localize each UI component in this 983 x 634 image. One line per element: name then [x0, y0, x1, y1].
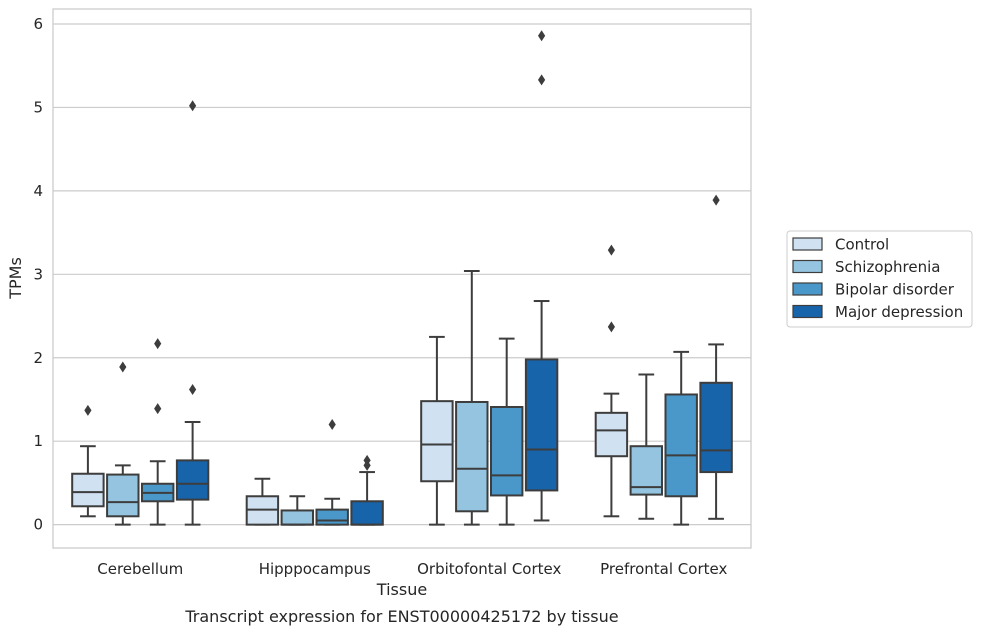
box-1-0	[245, 477, 280, 526]
box-2-0	[420, 335, 454, 526]
box-1-3	[350, 454, 384, 526]
y-tick-label: 5	[33, 98, 43, 116]
box-iqr	[106, 473, 140, 518]
outlier-point	[189, 100, 197, 112]
box-0-0	[71, 404, 105, 518]
box-iqr	[524, 358, 559, 492]
y-tick-label: 0	[33, 516, 43, 534]
outlier-point	[363, 454, 371, 466]
legend-label: Schizophrenia	[835, 258, 940, 276]
box-iqr	[71, 472, 105, 508]
legend-frame	[786, 230, 973, 328]
y-tick-labels: 0 1 2 3 4 5 6	[33, 15, 43, 534]
box-iqr	[699, 381, 733, 474]
box-2-1	[455, 269, 489, 526]
outlier-point	[328, 419, 336, 431]
box-iqr	[175, 459, 210, 501]
y-tick-label: 2	[33, 349, 43, 367]
box-layer	[71, 30, 733, 526]
box-1-2	[315, 419, 349, 526]
legend-items: Control Schizophrenia Bipolar disorder Majo…	[792, 236, 963, 321]
x-tick-label: Prefrontal Cortex	[600, 560, 727, 578]
box-1-1	[280, 495, 315, 526]
box-3-1	[629, 373, 664, 520]
box-iqr	[664, 393, 698, 498]
y-tick-label: 4	[33, 182, 43, 200]
x-tick-label: Hipppocampus	[259, 560, 371, 578]
outlier-point	[607, 321, 615, 333]
y-tick-label: 3	[33, 265, 43, 283]
y-axis-title: TPMs	[6, 257, 25, 300]
legend-label: Bipolar disorder	[835, 281, 955, 299]
box-iqr	[455, 400, 489, 513]
legend: Control Schizophrenia Bipolar disorder Majo…	[786, 230, 973, 328]
box-iqr	[594, 411, 629, 458]
legend-swatch	[792, 237, 823, 251]
outlier-point	[154, 338, 162, 350]
legend-swatch	[792, 304, 823, 319]
outlier-point	[538, 74, 546, 86]
x-axis-title: Tissue	[376, 580, 427, 599]
y-tick-label: 1	[33, 432, 43, 450]
box-0-2	[140, 338, 175, 526]
legend-item: Control	[792, 236, 889, 254]
legend-item: Major depression	[792, 303, 963, 321]
box-2-3	[524, 30, 559, 522]
outlier-point	[538, 30, 546, 42]
outlier-point	[607, 244, 615, 256]
legend-swatch	[792, 282, 823, 296]
box-iqr	[420, 400, 454, 483]
box-iqr	[489, 405, 524, 497]
box-3-2	[664, 350, 698, 526]
outlier-point	[189, 383, 197, 395]
outlier-point	[154, 403, 162, 415]
box-iqr	[350, 500, 384, 526]
box-3-3	[699, 194, 733, 520]
box-0-3	[175, 100, 210, 526]
outlier-point	[119, 361, 127, 373]
x-tick-labels: Cerebellum Hipppocampus Orbitofontal Corte…	[97, 560, 727, 578]
outlier-point	[84, 404, 92, 416]
box-iqr	[315, 508, 349, 526]
legend-swatch	[792, 259, 823, 274]
figure-caption: Transcript expression for ENST0000042517…	[184, 607, 618, 626]
outlier-point	[712, 194, 720, 206]
box-iqr	[280, 509, 315, 526]
box-2-2	[489, 337, 524, 526]
legend-label: Major depression	[835, 303, 963, 321]
y-tick-label: 6	[33, 15, 43, 33]
x-tick-label: Cerebellum	[97, 560, 183, 578]
legend-item: Bipolar disorder	[792, 281, 955, 299]
legend-item: Schizophrenia	[792, 258, 940, 276]
grid-lines	[53, 23, 751, 526]
legend-label: Control	[835, 236, 889, 254]
box-3-0	[594, 244, 629, 518]
x-tick-label: Orbitofontal Cortex	[417, 560, 561, 578]
plot-frame	[52, 8, 752, 549]
box-0-1	[106, 361, 140, 526]
